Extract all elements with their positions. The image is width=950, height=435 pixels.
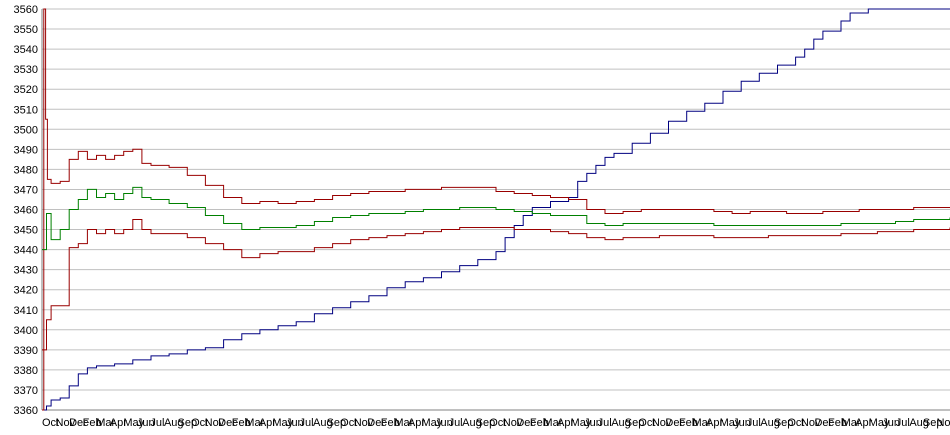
y-tick-label: 3370: [14, 385, 38, 397]
x-tick-label: Oct: [340, 417, 357, 429]
x-tick-label: Sep: [327, 417, 347, 429]
x-tick-label: Mar: [693, 417, 712, 429]
x-tick-label: Mar: [842, 417, 861, 429]
x-tick-label: Apr: [110, 417, 127, 429]
x-tick-label: Dec: [516, 417, 536, 429]
x-tick-label: Dec: [665, 417, 685, 429]
x-tick-label: Jul: [449, 417, 463, 429]
x-tick-label: Apr: [557, 417, 574, 429]
x-tick-label: Jun: [584, 417, 602, 429]
x-tick-label: Jun: [733, 417, 751, 429]
y-tick-label: 3450: [14, 225, 38, 237]
x-tick-label: Nov: [56, 417, 76, 429]
x-tick-label: Sep: [178, 417, 198, 429]
x-tick-label: Feb: [530, 417, 549, 429]
series-lines: [42, 8, 950, 411]
y-tick-label: 3360: [14, 405, 38, 417]
x-tick-label: Dec: [218, 417, 238, 429]
x-tick-label: Jul: [747, 417, 761, 429]
x-tick-label: Jun: [882, 417, 900, 429]
y-tick-label: 3400: [14, 325, 38, 337]
x-tick-label: Jun: [435, 417, 453, 429]
y-tick-label: 3470: [14, 184, 38, 196]
x-tick-label: Feb: [83, 417, 102, 429]
y-tick-label: 3430: [14, 265, 38, 277]
x-tick-label: Nov: [205, 417, 225, 429]
series-line-2: [42, 8, 950, 411]
x-tick-label: Nov: [801, 417, 821, 429]
x-tick-label: Nov: [354, 417, 374, 429]
x-tick-label: Aug: [611, 417, 631, 429]
x-tick-label: Sep: [625, 417, 645, 429]
x-tick-label: Oct: [787, 417, 804, 429]
x-tick-label: Jun: [137, 417, 155, 429]
x-tick-label: Aug: [909, 417, 929, 429]
y-tick-label: 3530: [14, 64, 38, 76]
x-tick-label: Oct: [42, 417, 59, 429]
x-tick-label: Apr: [259, 417, 276, 429]
x-tick-label: Oct: [638, 417, 655, 429]
x-tick-label: Oct: [489, 417, 506, 429]
x-tick-label: May: [571, 417, 592, 429]
y-tick-label: 3560: [14, 4, 38, 16]
y-tick-label: 3510: [14, 104, 38, 116]
series-line-4: [42, 219, 950, 351]
y-tick-label: 3550: [14, 24, 38, 36]
x-tick-label: Apr: [855, 417, 872, 429]
x-tick-label: Sep: [476, 417, 496, 429]
x-tick-label: Jul: [896, 417, 910, 429]
grid-lines: [42, 8, 950, 411]
x-tick-label: May: [272, 417, 293, 429]
x-tick-label: Aug: [760, 417, 780, 429]
x-tick-label: Dec: [814, 417, 834, 429]
y-axis-tick-labels: 3360 3370 3380 3390 3400 3410 3420 3430 3440 3450…: [14, 4, 38, 417]
series-line-3: [42, 186, 950, 251]
x-tick-label: Aug: [164, 417, 184, 429]
x-tick-label: Jul: [150, 417, 164, 429]
y-tick-label: 3540: [14, 44, 38, 56]
x-tick-label: Oct: [191, 417, 208, 429]
x-tick-label: Aug: [313, 417, 333, 429]
x-tick-label: Mar: [394, 417, 413, 429]
x-tick-label: Feb: [381, 417, 400, 429]
x-tick-label: Apr: [408, 417, 425, 429]
x-tick-label: No: [936, 417, 950, 429]
y-tick-label: 3460: [14, 205, 38, 217]
x-tick-label: Jul: [598, 417, 612, 429]
x-tick-label: Dec: [69, 417, 89, 429]
x-tick-label: Nov: [652, 417, 672, 429]
y-tick-label: 3380: [14, 365, 38, 377]
y-tick-label: 3390: [14, 345, 38, 357]
series-line-1: [42, 8, 950, 411]
x-tick-label: May: [421, 417, 442, 429]
x-tick-label: Mar: [96, 417, 115, 429]
x-tick-label: Mar: [543, 417, 562, 429]
x-tick-label: Sep: [774, 417, 794, 429]
y-tick-label: 3490: [14, 144, 38, 156]
x-tick-label: Aug: [462, 417, 482, 429]
y-tick-label: 3420: [14, 285, 38, 297]
y-tick-label: 3500: [14, 124, 38, 136]
x-tick-label: Dec: [367, 417, 387, 429]
x-tick-label: Jul: [299, 417, 313, 429]
x-tick-label: Feb: [232, 417, 251, 429]
x-tick-label: Apr: [706, 417, 723, 429]
y-tick-label: 3440: [14, 245, 38, 257]
x-tick-label: May: [123, 417, 144, 429]
y-tick-label: 3480: [14, 164, 38, 176]
x-tick-label: May: [720, 417, 741, 429]
x-tick-label: Nov: [503, 417, 523, 429]
y-tick-label: 3520: [14, 84, 38, 96]
x-tick-label: Jun: [286, 417, 304, 429]
x-tick-label: Feb: [828, 417, 847, 429]
x-tick-label: Sep: [923, 417, 943, 429]
x-tick-label: Mar: [245, 417, 264, 429]
x-tick-label: Feb: [679, 417, 698, 429]
y-tick-label: 3410: [14, 305, 38, 317]
x-tick-label: May: [869, 417, 890, 429]
